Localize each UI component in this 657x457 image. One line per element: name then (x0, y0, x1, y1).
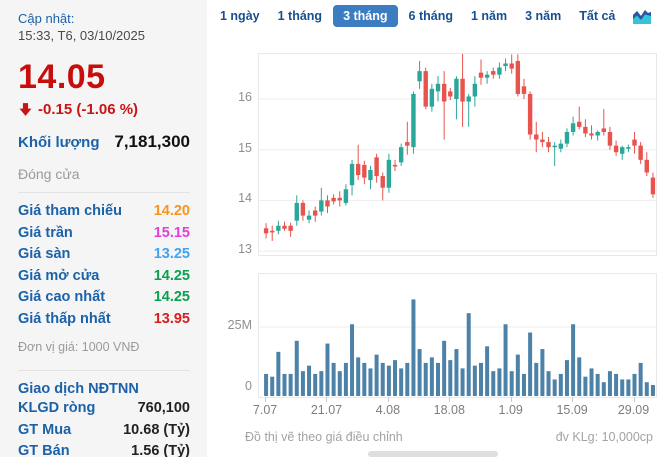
candlestick-chart (259, 53, 656, 252)
price-change-row: -0.15 (-1.06 %) (18, 101, 195, 118)
stat-label: Giá trần (18, 224, 73, 241)
divider (18, 370, 190, 371)
volume-chart-panel[interactable] (258, 273, 657, 398)
price-tick-label: 13 (238, 242, 252, 257)
stat-row: Giá cao nhất 14.25 (18, 289, 190, 311)
tab-period-1[interactable]: 1 tháng (271, 5, 329, 27)
stat-value: 14.20 (153, 203, 190, 219)
stat-value: 13.25 (153, 246, 190, 262)
volume-value: 7,181,300 (114, 132, 190, 151)
stat-value: 14.25 (153, 267, 190, 284)
stat-row: Giá mở cửa 14.25 (18, 268, 190, 290)
area-chart-icon[interactable] (632, 8, 652, 25)
price-tick-label: 16 (238, 90, 252, 104)
volume-row: Khối lượng 7,181,300 (18, 132, 190, 152)
update-label: Cập nhật: (18, 11, 75, 26)
price-unit-note: Đơn vị giá: 1000 VNĐ (18, 340, 140, 354)
stat-value: 14.25 (153, 289, 190, 305)
foreign-label: GT Mua (18, 421, 72, 438)
date-tick-label: 1.09 (498, 403, 523, 417)
price-tick-label: 14 (238, 191, 252, 206)
divider (18, 192, 190, 193)
quote-summary-panel: Cập nhật: 15:33, T6, 03/10/2025 14.05 -0… (0, 0, 207, 457)
foreign-row: GT Bán 1.56 (Tỷ) (18, 443, 190, 457)
stat-value: 15.15 (153, 224, 190, 241)
date-tick-label: 15.09 (556, 403, 588, 417)
volume-bar-chart (259, 299, 656, 396)
last-price: 14.05 (18, 58, 106, 96)
stat-label: Giá mở cửa (18, 267, 100, 284)
volume-tick-label: 0 (245, 379, 252, 393)
period-tabbar: 1 ngày 1 tháng 3 tháng 6 tháng 1 năm 3 năm Tất… (213, 5, 652, 27)
tab-period-0[interactable]: 1 ngày (213, 5, 267, 27)
tab-period-5[interactable]: 3 năm (518, 5, 568, 27)
x-tick-mark (326, 397, 328, 402)
date-tick-label: 18.08 (433, 403, 465, 417)
x-tick-mark (510, 397, 512, 402)
stat-row: Giá sàn 13.25 (18, 246, 190, 268)
stat-row: Giá tham chiếu 14.20 (18, 203, 190, 225)
foreign-label: KLGD ròng (18, 400, 96, 416)
foreign-value: 760,100 (137, 400, 190, 416)
foreign-trading-list: KLGD ròng 760,100 GT Mua 10.68 (Tỷ) GT Bán… (18, 400, 195, 457)
date-tick-label: 4.08 (375, 403, 401, 417)
foreign-trading-title: Giao dịch NĐTNN (18, 381, 139, 397)
date-tick-label: 21.07 (310, 403, 343, 417)
stat-label: Giá tham chiếu (18, 203, 122, 219)
arrow-down-icon (18, 102, 33, 117)
foreign-value: 10.68 (Tỷ) (123, 421, 190, 438)
foreign-row: KLGD ròng 760,100 (18, 400, 190, 422)
date-tick-label: 7.07 (252, 403, 278, 417)
date-tick-label: 29.09 (617, 403, 650, 417)
tab-period-3[interactable]: 6 tháng (402, 5, 460, 27)
stat-label: Giá thấp nhất (18, 310, 111, 327)
stat-row: Giá trần 15.15 (18, 225, 190, 247)
stat-label: Giá sàn (18, 246, 71, 262)
x-tick-mark (449, 397, 451, 402)
scrollbar-thumb[interactable] (368, 451, 498, 457)
tab-period-2[interactable]: 3 tháng (333, 5, 398, 27)
volume-unit-note: đv KLg: 10,000cp (555, 430, 653, 444)
volume-label: Khối lượng (18, 134, 100, 151)
adjusted-price-note: Đồ thị vẽ theo giá điều chỉnh (245, 430, 403, 444)
price-chart-panel[interactable] (258, 53, 657, 256)
x-tick-mark (572, 397, 574, 402)
stat-value: 13.95 (153, 310, 190, 327)
stat-label: Giá cao nhất (18, 289, 106, 305)
stat-row: Giá thấp nhất 13.95 (18, 311, 190, 333)
x-tick-mark (387, 397, 389, 402)
session-status: Đóng cửa (18, 166, 80, 182)
foreign-row: GT Mua 10.68 (Tỷ) (18, 422, 190, 444)
volume-tick-label: 25M (227, 318, 252, 332)
price-change-text: -0.15 (-1.06 %) (38, 101, 139, 118)
x-tick-mark (265, 397, 267, 402)
price-tick-label: 15 (238, 140, 252, 155)
x-tick-mark (633, 397, 635, 402)
price-stats-list: Giá tham chiếu 14.20 Giá trần 15.15 Giá sà… (18, 203, 195, 332)
foreign-label: GT Bán (18, 443, 70, 457)
tab-period-4[interactable]: 1 năm (464, 5, 514, 27)
update-datetime: 15:33, T6, 03/10/2025 (18, 28, 145, 43)
tab-period-6[interactable]: Tất cả (572, 5, 622, 27)
foreign-value: 1.56 (Tỷ) (131, 443, 190, 457)
